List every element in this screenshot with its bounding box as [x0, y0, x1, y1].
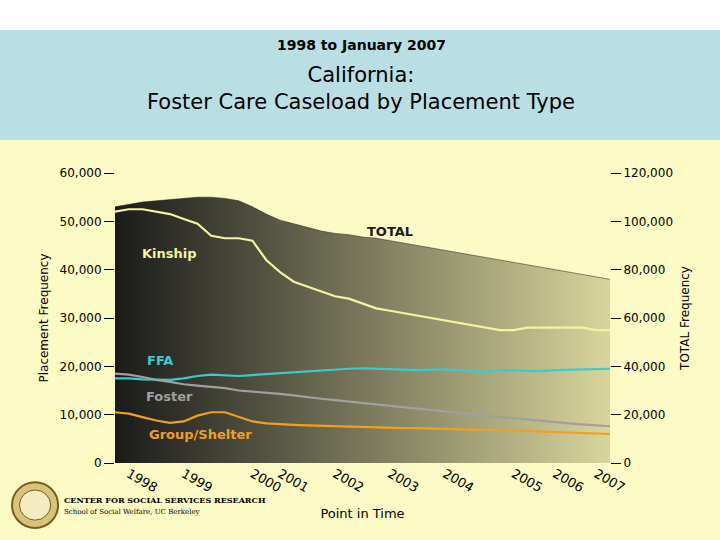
- svg-text:40,000: 40,000: [60, 263, 102, 277]
- svg-text:2007: 2007: [592, 466, 628, 496]
- svg-text:2004: 2004: [440, 466, 476, 496]
- svg-text:Foster: Foster: [146, 389, 193, 404]
- svg-text:TOTAL Frequency: TOTAL Frequency: [678, 266, 692, 371]
- svg-text:School of Social Welfare, UC B: School of Social Welfare, UC Berkeley: [64, 508, 200, 516]
- svg-text:2002: 2002: [330, 466, 366, 496]
- svg-text:1999: 1999: [179, 466, 215, 496]
- svg-text:Group/Shelter: Group/Shelter: [149, 427, 252, 442]
- svg-text:1998: 1998: [124, 466, 160, 496]
- svg-text:2001: 2001: [275, 466, 311, 496]
- svg-text:60,000: 60,000: [623, 311, 665, 325]
- svg-text:California:Foster Care Caseloa: California:Foster Care Caseload by Place…: [147, 63, 575, 114]
- svg-text:10,000: 10,000: [60, 408, 102, 422]
- svg-text:Point in Time: Point in Time: [320, 506, 404, 521]
- svg-text:120,000: 120,000: [623, 166, 673, 180]
- svg-text:0: 0: [623, 456, 631, 470]
- svg-text:2000: 2000: [248, 466, 284, 496]
- svg-text:30,000: 30,000: [60, 311, 102, 325]
- svg-text:TOTAL: TOTAL: [367, 224, 413, 239]
- svg-text:80,000: 80,000: [623, 263, 665, 277]
- svg-text:FFA: FFA: [147, 353, 173, 368]
- svg-text:60,000: 60,000: [60, 166, 102, 180]
- svg-text:20,000: 20,000: [60, 360, 102, 374]
- svg-text:Placement Frequency: Placement Frequency: [37, 253, 51, 382]
- svg-text:20,000: 20,000: [623, 408, 665, 422]
- svg-text:1998 to January 2007: 1998 to January 2007: [277, 37, 446, 53]
- svg-text:40,000: 40,000: [623, 360, 665, 374]
- svg-text:2005: 2005: [509, 466, 545, 496]
- svg-text:Kinship: Kinship: [142, 246, 197, 261]
- svg-text:2006: 2006: [550, 466, 586, 496]
- svg-text:0: 0: [94, 456, 102, 470]
- svg-text:50,000: 50,000: [60, 215, 102, 229]
- svg-text:2003: 2003: [385, 466, 421, 496]
- svg-text:100,000: 100,000: [623, 215, 673, 229]
- svg-text:CENTER FOR SOCIAL SERVICES RES: CENTER FOR SOCIAL SERVICES RESEARCH: [64, 495, 266, 505]
